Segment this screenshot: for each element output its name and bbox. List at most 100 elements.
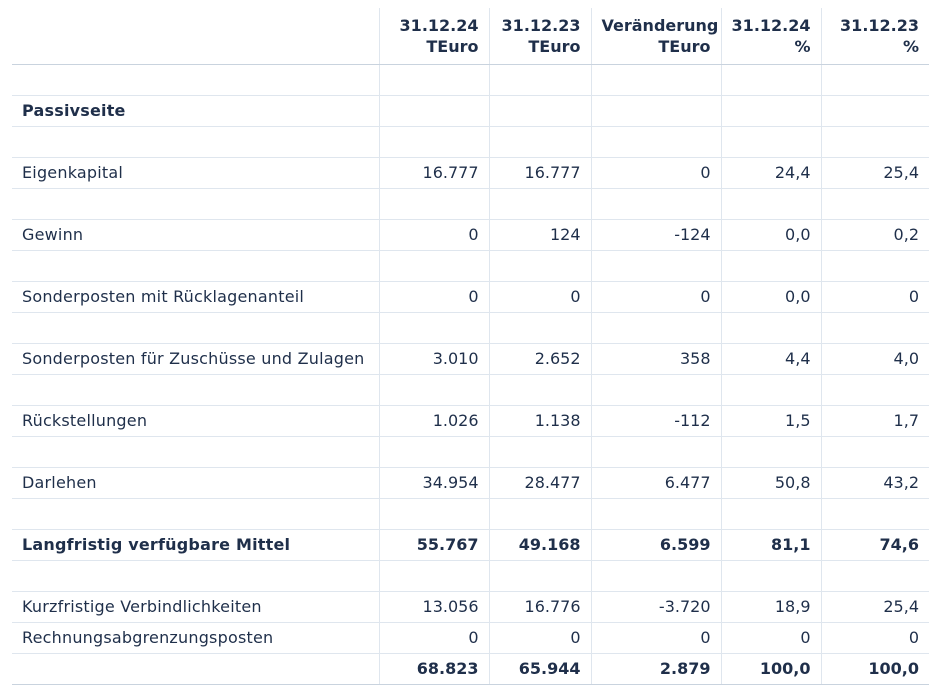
spacer-cell xyxy=(590,312,721,344)
spacer-cell xyxy=(488,560,591,592)
value-cell: 16.777 xyxy=(378,157,489,189)
value-cell: 13.056 xyxy=(378,591,489,623)
spacer-cell xyxy=(590,126,721,158)
header-line2: % xyxy=(794,37,811,56)
value-cell: 28.477 xyxy=(488,467,591,499)
value-cell: 0 xyxy=(488,622,591,654)
row-label: Darlehen xyxy=(12,467,379,499)
spacer-cell xyxy=(720,126,821,158)
spacer-cell xyxy=(590,250,721,282)
value-cell: 0,0 xyxy=(720,281,821,313)
value-cell: 68.823 xyxy=(378,653,489,685)
header-line2: TEuro xyxy=(658,37,711,56)
value-cell: -3.720 xyxy=(590,591,721,623)
value-cell: 0 xyxy=(590,622,721,654)
spacer-cell xyxy=(820,374,929,406)
spacer-cell xyxy=(488,436,591,468)
spacer-cell xyxy=(12,64,379,96)
table-header-row: 31.12.24 TEuro 31.12.23 TEuro Veränderun… xyxy=(12,8,929,65)
value-cell: 16.776 xyxy=(488,591,591,623)
table-row: Rückstellungen 1.026 1.138 -112 1,5 1,7 xyxy=(12,405,929,437)
spacer-cell xyxy=(590,498,721,530)
spacer-row xyxy=(12,250,929,282)
value-cell: 2.652 xyxy=(488,343,591,375)
spacer-cell xyxy=(820,436,929,468)
row-label: Rückstellungen xyxy=(12,405,379,437)
value-cell: 358 xyxy=(590,343,721,375)
value-cell: 1.026 xyxy=(378,405,489,437)
table-row: Sonderposten mit Rücklagenanteil 0 0 0 0,0 0 xyxy=(12,281,929,313)
spacer-cell xyxy=(488,188,591,220)
value-cell: 49.168 xyxy=(488,529,591,561)
value-cell: 4,0 xyxy=(820,343,929,375)
table-row: Rechnungsabgrenzungsposten 0 0 0 0 0 xyxy=(12,622,929,654)
value-cell: 81,1 xyxy=(720,529,821,561)
spacer-cell xyxy=(720,498,821,530)
spacer-cell xyxy=(820,64,929,96)
value-cell: -112 xyxy=(590,405,721,437)
value-cell: 1,7 xyxy=(820,405,929,437)
spacer-row xyxy=(12,188,929,220)
value-cell: 3.010 xyxy=(378,343,489,375)
spacer-row xyxy=(12,560,929,592)
header-line1: 31.12.23 xyxy=(501,16,581,35)
header-2023-teuro: 31.12.23 TEuro xyxy=(488,8,591,65)
value-cell: 0 xyxy=(378,622,489,654)
value-cell xyxy=(378,95,489,127)
spacer-cell xyxy=(590,374,721,406)
value-cell xyxy=(820,95,929,127)
value-cell xyxy=(720,95,821,127)
value-cell: 100,0 xyxy=(820,653,929,685)
spacer-cell xyxy=(12,436,379,468)
spacer-cell xyxy=(378,560,489,592)
spacer-cell xyxy=(378,64,489,96)
spacer-cell xyxy=(378,126,489,158)
row-label: Passivseite xyxy=(12,95,379,127)
spacer-cell xyxy=(12,312,379,344)
value-cell: 0 xyxy=(488,281,591,313)
spacer-cell xyxy=(820,126,929,158)
header-line2: TEuro xyxy=(528,37,581,56)
header-line1: 31.12.23 xyxy=(840,16,919,35)
spacer-cell xyxy=(12,560,379,592)
table-row: Passivseite xyxy=(12,95,929,127)
value-cell: 0 xyxy=(378,281,489,313)
value-cell: 34.954 xyxy=(378,467,489,499)
table-row: Eigenkapital 16.777 16.777 0 24,4 25,4 xyxy=(12,157,929,189)
spacer-cell xyxy=(720,436,821,468)
value-cell: 24,4 xyxy=(720,157,821,189)
spacer-cell xyxy=(12,374,379,406)
row-label: Gewinn xyxy=(12,219,379,251)
value-cell: 0 xyxy=(820,281,929,313)
spacer-cell xyxy=(12,188,379,220)
value-cell: 4,4 xyxy=(720,343,821,375)
row-label xyxy=(12,653,379,685)
spacer-row xyxy=(12,126,929,158)
spacer-cell xyxy=(488,250,591,282)
header-label-column xyxy=(12,8,379,65)
value-cell: 25,4 xyxy=(820,157,929,189)
header-line2: % xyxy=(902,37,919,56)
row-label: Rechnungsabgrenzungsposten xyxy=(12,622,379,654)
header-line2: TEuro xyxy=(426,37,479,56)
total-row: 68.823 65.944 2.879 100,0 100,0 xyxy=(12,653,929,685)
balance-sheet-table: 31.12.24 TEuro 31.12.23 TEuro Veränderun… xyxy=(12,8,929,685)
spacer-cell xyxy=(720,188,821,220)
header-2023-percent: 31.12.23 % xyxy=(820,8,929,65)
value-cell: 25,4 xyxy=(820,591,929,623)
value-cell: 6.477 xyxy=(590,467,721,499)
spacer-cell xyxy=(488,126,591,158)
spacer-cell xyxy=(720,312,821,344)
row-label: Langfristig verfügbare Mittel xyxy=(12,529,379,561)
spacer-cell xyxy=(12,126,379,158)
header-line1: 31.12.24 xyxy=(399,16,479,35)
value-cell: 0 xyxy=(590,157,721,189)
spacer-cell xyxy=(590,188,721,220)
spacer-cell xyxy=(590,560,721,592)
spacer-cell xyxy=(378,436,489,468)
spacer-cell xyxy=(488,374,591,406)
value-cell: 1,5 xyxy=(720,405,821,437)
row-label: Kurzfristige Verbindlichkeiten xyxy=(12,591,379,623)
spacer-cell xyxy=(820,498,929,530)
header-change-teuro: Veränderung TEuro xyxy=(590,8,721,65)
